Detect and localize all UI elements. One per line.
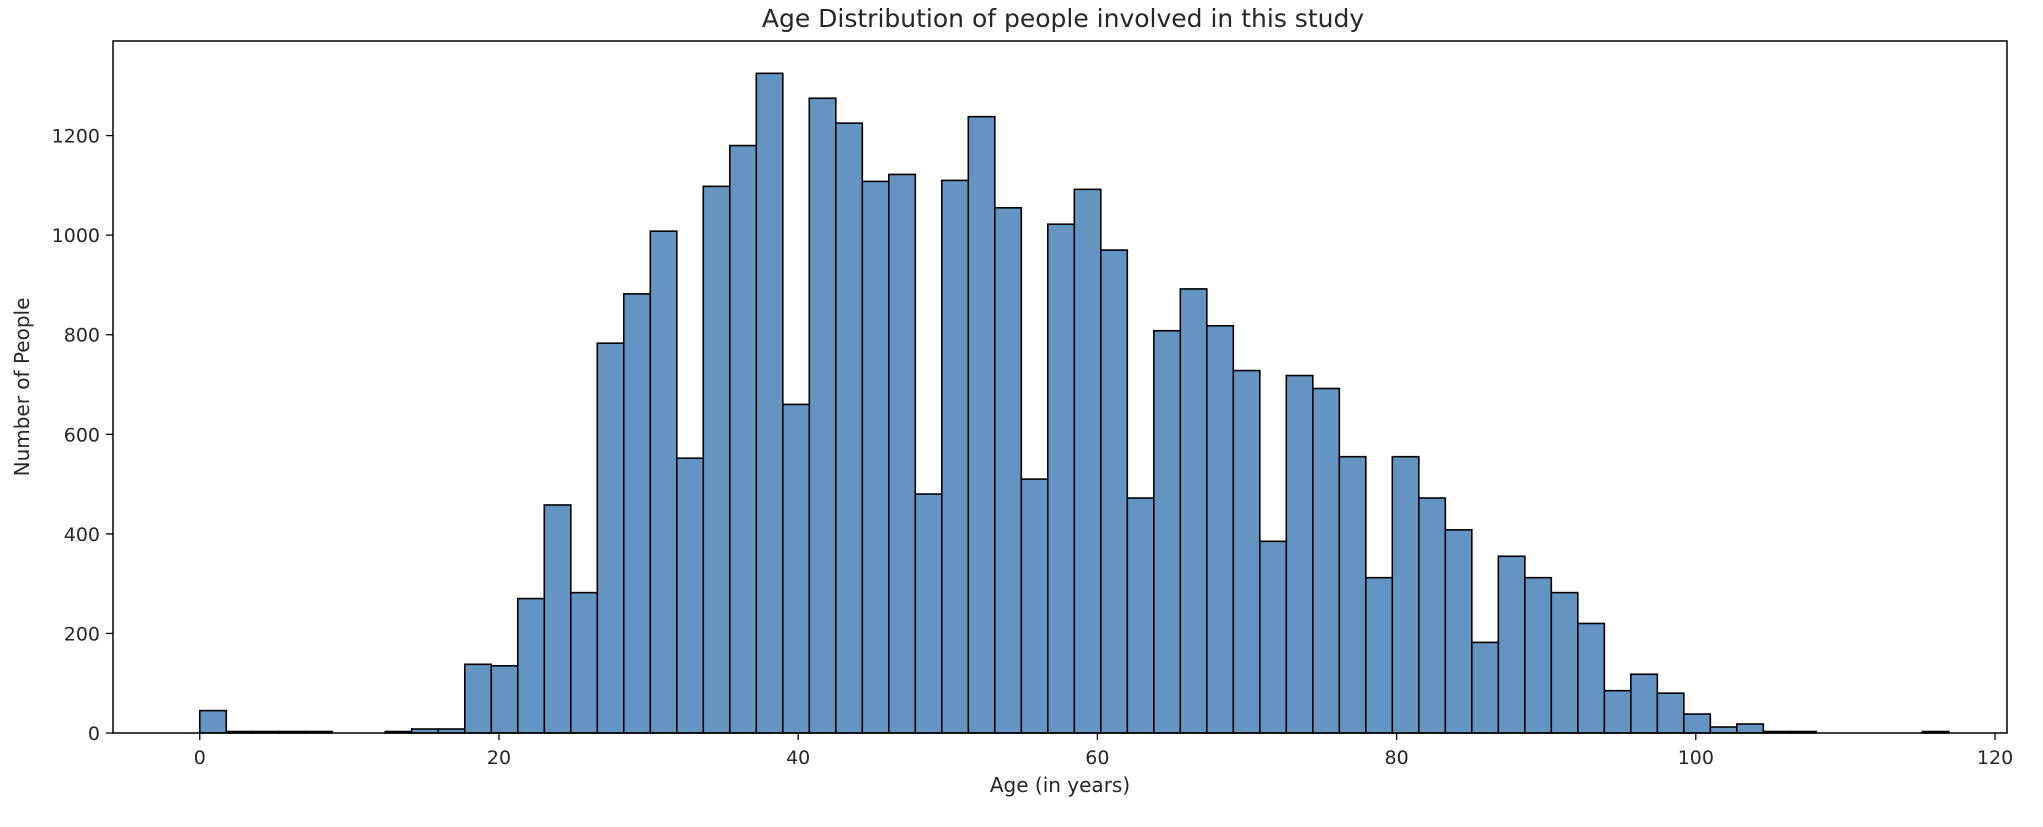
- histogram-bar: [622, 293, 652, 734]
- histogram-bar: [649, 230, 678, 734]
- y-tick-label: 400: [64, 524, 100, 546]
- histogram-bar: [1206, 324, 1235, 734]
- y-axis: 0 200 400 600 800 1000 1200: [52, 126, 113, 745]
- x-tick-label: 40: [786, 747, 810, 769]
- histogram-bar: [1603, 689, 1632, 734]
- histogram-bar: [1444, 529, 1473, 734]
- histogram-bar: [569, 591, 599, 734]
- histogram-bar: [1338, 455, 1367, 734]
- histogram-bar: [490, 664, 519, 734]
- histogram-bar: [1524, 576, 1553, 734]
- x-tick-label: 100: [1678, 747, 1714, 769]
- histogram-bar: [1630, 673, 1659, 734]
- x-tick-label: 120: [1977, 747, 2013, 769]
- histogram-bar: [1020, 478, 1049, 734]
- histogram-bar: [543, 504, 572, 734]
- histogram-bar: [1391, 455, 1420, 734]
- y-axis-label: Number of People: [10, 298, 34, 477]
- histogram-bar: [1073, 188, 1102, 734]
- histogram-bar: [834, 122, 864, 734]
- y-tick-label: 1200: [52, 126, 100, 148]
- histogram-bar: [1736, 723, 1765, 734]
- histogram-bar: [1683, 713, 1712, 734]
- histogram-bar: [1418, 497, 1447, 734]
- y-tick-label: 1000: [52, 225, 100, 247]
- histogram-bar: [596, 342, 625, 734]
- histogram-bar: [1709, 726, 1738, 734]
- histogram-bar: [516, 597, 546, 734]
- histogram-bar: [808, 97, 837, 734]
- histogram-bar: [1312, 387, 1341, 734]
- histogram-bar: [728, 144, 758, 734]
- histogram-bar: [1656, 692, 1685, 734]
- histogram-bar: [702, 185, 731, 734]
- histogram-bar: [967, 115, 996, 734]
- y-tick-label: 600: [64, 424, 100, 446]
- histogram-bar: [1577, 622, 1606, 734]
- x-tick-label: 60: [1085, 747, 1109, 769]
- x-axis: 0 20 40 60 80 100 120: [194, 733, 2013, 769]
- histogram-bar: [1153, 329, 1182, 734]
- x-axis-label: Age (in years): [990, 773, 1130, 797]
- histogram-bar: [1126, 497, 1155, 734]
- histogram-bar: [198, 709, 228, 734]
- histogram-bar: [463, 663, 493, 734]
- x-tick-label: 80: [1385, 747, 1409, 769]
- histogram-bar: [781, 403, 811, 734]
- histogram-bar: [940, 179, 970, 734]
- histogram-bar: [1365, 576, 1394, 734]
- histogram-bar: [914, 493, 943, 734]
- histogram-bar: [1047, 223, 1076, 734]
- histogram-bar: [1471, 641, 1500, 734]
- bars-group: [198, 72, 1950, 734]
- histogram-bar: [993, 206, 1023, 734]
- histogram-bar: [1285, 374, 1314, 734]
- x-tick-label: 0: [194, 747, 206, 769]
- histogram-bar: [861, 180, 890, 734]
- y-tick-label: 200: [64, 623, 100, 645]
- histogram-bar: [1497, 555, 1526, 734]
- x-tick-label: 20: [487, 747, 511, 769]
- histogram-bar: [1259, 540, 1288, 734]
- chart-title: Age Distribution of people involved in t…: [762, 4, 1364, 33]
- y-tick-label: 800: [64, 325, 100, 347]
- histogram-bar: [1179, 288, 1208, 734]
- y-tick-label: 0: [88, 723, 100, 745]
- histogram-bar: [1232, 369, 1261, 734]
- histogram-bar: [1550, 591, 1579, 734]
- plot-frame: [112, 40, 2008, 734]
- histogram-bar: [1100, 249, 1129, 734]
- histogram-bar: [675, 457, 705, 734]
- histogram-bar: [755, 72, 784, 734]
- histogram-bar: [887, 173, 917, 734]
